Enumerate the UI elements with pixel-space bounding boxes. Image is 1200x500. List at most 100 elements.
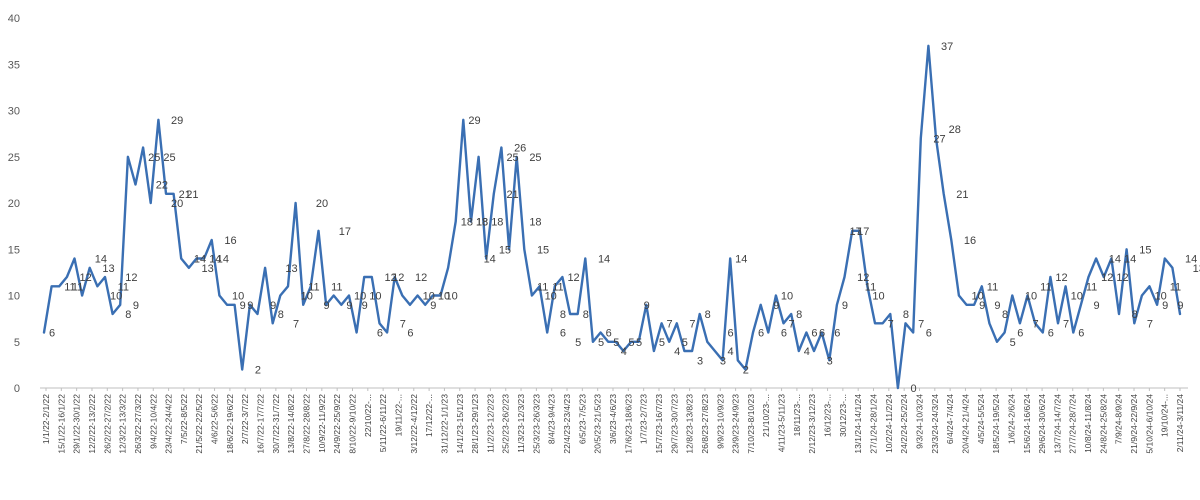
x-tick-label: 4/6/22-5/6/22 [210, 394, 220, 444]
x-tick-label: 12/8/23-13/8/23 [685, 394, 695, 454]
data-label: 10 [972, 291, 984, 303]
data-label: 7 [888, 318, 894, 330]
data-label: 14 [484, 254, 496, 266]
data-label: 15 [537, 244, 549, 256]
data-label: 16 [224, 235, 236, 247]
data-label: 10 [545, 291, 557, 303]
x-tick-label: 25/3/23-26/3/23 [531, 394, 541, 454]
data-label: 25 [506, 152, 518, 164]
x-tick-label: 19/10/24-... [1160, 394, 1170, 437]
x-tick-label: 30/12/23-... [838, 394, 848, 437]
data-label: 8 [278, 309, 284, 321]
x-tick-label: 23/4/22-24/4/22 [164, 394, 174, 454]
data-label: 6 [606, 328, 612, 340]
x-tick-label: 18/5/24-19/5/24 [991, 394, 1001, 454]
data-label: 13 [1193, 263, 1200, 275]
x-tick-label: 15/1/22-16/1/22 [56, 394, 66, 454]
y-tick-label: 30 [8, 106, 20, 118]
x-tick-label: 29/6/24-30/6/24 [1037, 394, 1047, 454]
data-label: 7 [1147, 318, 1153, 330]
data-label: 21 [179, 189, 191, 201]
x-tick-label: 13/7/24-14/7/24 [1052, 394, 1062, 454]
x-tick-label: 4/5/24-5/5/24 [976, 394, 986, 444]
y-tick-label: 15 [8, 244, 20, 256]
data-label: 0 [911, 383, 917, 395]
data-label: 8 [1002, 309, 1008, 321]
data-label: 14 [95, 254, 107, 266]
data-label: 5 [628, 337, 634, 349]
data-label: 9 [430, 300, 436, 312]
data-labels: 6111112141310111289252225292021211413141… [49, 41, 1200, 395]
data-label: 9 [773, 300, 779, 312]
data-label: 13 [102, 263, 114, 275]
data-label: 11 [865, 281, 876, 293]
data-label: 9 [842, 300, 848, 312]
data-label: 3 [827, 355, 833, 367]
data-label: 5 [598, 337, 604, 349]
x-tick-label: 18/6/22-19/6/22 [225, 394, 235, 454]
data-label: 8 [1132, 309, 1138, 321]
data-label: 6 [926, 328, 932, 340]
x-tick-label: 26/3/22-27/3/22 [133, 394, 143, 454]
x-tick-label: 5/11/22-6/11/22 [378, 394, 388, 453]
x-tick-label: 10/8/24-11/8/24 [1083, 394, 1093, 453]
data-label: 4 [621, 346, 627, 358]
x-tick-label: 14/1/23-15/1/23 [455, 394, 465, 454]
data-label: 6 [834, 328, 840, 340]
y-tick-label: 35 [8, 59, 20, 71]
data-label: 29 [171, 115, 183, 127]
x-tick-label: 7/10/23-8/10/23 [746, 394, 756, 454]
data-label: 13 [285, 263, 297, 275]
x-tick-label: 15/7/23-16/7/23 [654, 394, 664, 454]
y-axis: 0 5 10 15 20 25 30 35 40 [8, 13, 20, 395]
data-label: 25 [529, 152, 541, 164]
data-label: 5 [636, 337, 642, 349]
x-tick-label: 18/11/23-... [792, 394, 802, 436]
data-label: 5 [659, 337, 665, 349]
data-label: 9 [133, 300, 139, 312]
x-tick-label: 26/2/22-27/2/22 [102, 394, 112, 454]
data-label: 22 [156, 180, 168, 192]
x-tick-label: 11/2/23-12/2/23 [485, 394, 495, 453]
x-tick-label: 1/7/23-2/7/23 [639, 394, 649, 444]
data-label: 8 [125, 309, 131, 321]
data-label: 9 [346, 300, 352, 312]
data-label: 14 [194, 254, 206, 266]
x-tick-label: 21/5/22-22/5/22 [194, 394, 204, 454]
data-label: 10 [232, 291, 244, 303]
data-label: 11 [64, 281, 75, 293]
data-label: 14 [1185, 254, 1197, 266]
x-axis: 1/1/22-2/1/22 15/1/22-16/1/22 29/1/22-30/1… [40, 387, 1188, 454]
data-label: 7 [293, 318, 299, 330]
x-tick-label: 26/8/23-27/8/23 [700, 394, 710, 454]
data-label: 12 [1116, 272, 1128, 284]
data-label: 17 [850, 226, 862, 238]
data-label: 18 [529, 217, 541, 229]
x-tick-label: 24/2/24-25/2/24 [899, 394, 909, 454]
data-label: 12 [79, 272, 91, 284]
data-label: 12 [1055, 272, 1067, 284]
x-tick-label: 22/10/22-... [363, 394, 373, 437]
data-label: 18 [491, 217, 503, 229]
data-label: 6 [407, 328, 413, 340]
data-label: 8 [705, 309, 711, 321]
data-label: 2 [743, 365, 749, 377]
data-label: 25 [163, 152, 175, 164]
data-label: 26 [514, 143, 526, 155]
data-label: 16 [964, 235, 976, 247]
data-label: 7 [918, 318, 924, 330]
data-label: 12 [415, 272, 427, 284]
data-label: 11 [1086, 281, 1097, 293]
x-tick-label: 13/1/24-14/1/24 [853, 394, 863, 454]
data-label: 10 [354, 291, 366, 303]
data-label: 6 [1017, 328, 1023, 340]
data-label: 14 [735, 254, 747, 266]
x-tick-label: 7/5/22-8/5/22 [179, 394, 189, 444]
x-tick-label: 29/1/22-30/1/22 [72, 394, 82, 454]
data-label: 11 [331, 281, 342, 293]
data-label: 18 [476, 217, 488, 229]
data-label: 5 [682, 337, 688, 349]
x-tick-label: 13/8/22-14/8/22 [286, 394, 296, 454]
data-label: 17 [339, 226, 351, 238]
